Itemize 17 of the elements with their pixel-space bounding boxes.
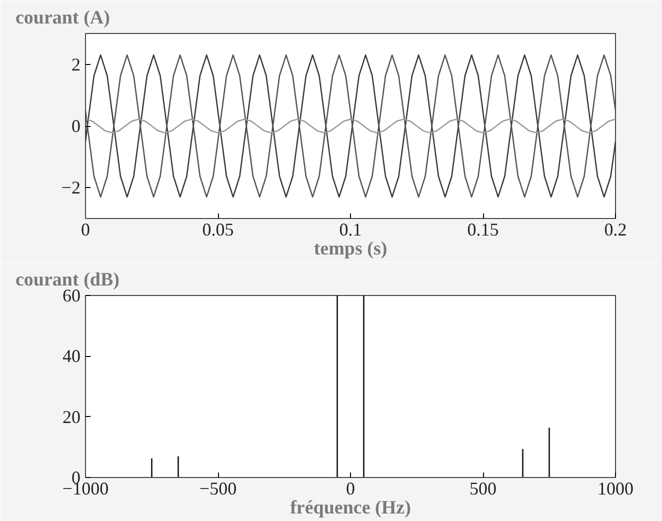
y-axis-title: courant (A) [16, 8, 110, 28]
x-tick-label: 500 [470, 478, 496, 498]
y-tick-label: 40 [62, 346, 80, 366]
x-tick-label: 0.05 [202, 220, 234, 240]
x-tick-label: 0.15 [467, 220, 499, 240]
y-tick-label: 2 [72, 54, 80, 74]
x-tick-label: 0.1 [339, 220, 362, 240]
x-tick-label: 1000 [598, 478, 634, 498]
x-tick-label: −500 [199, 478, 237, 498]
y-tick-label: −2 [61, 178, 81, 198]
x-axis-title: fréquence (Hz) [290, 498, 411, 518]
y-tick-label: 0 [72, 116, 80, 136]
x-tick-label: 0 [346, 478, 355, 498]
x-axis-title: temps (s) [314, 238, 388, 260]
y-tick-label: 20 [62, 406, 80, 427]
line-series [86, 118, 616, 134]
x-tick-label: 0.2 [604, 220, 627, 240]
